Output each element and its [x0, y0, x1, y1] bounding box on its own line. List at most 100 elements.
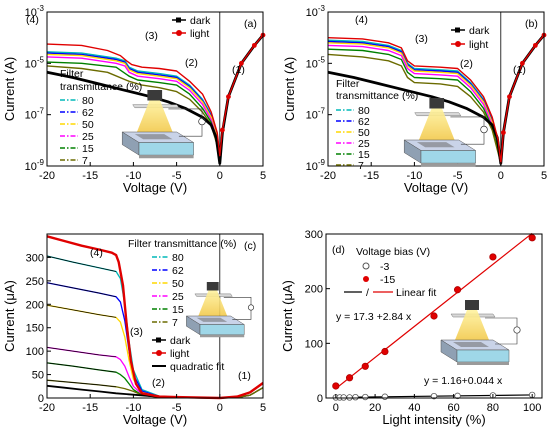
a-x-tick-label: 0 — [217, 170, 223, 182]
cnt-film — [416, 142, 455, 148]
c-quadratic-fit-15 — [46, 362, 117, 373]
panel-b-region-2: (2) — [460, 58, 473, 70]
d-point-bias-3 — [454, 392, 461, 400]
c-series-25 — [46, 346, 264, 399]
legend-filter-label-80: 80 — [358, 105, 370, 117]
circuit-wire — [495, 333, 518, 345]
light-beam — [455, 310, 489, 340]
c-x-tick-label: -20 — [39, 402, 55, 414]
legend-fit-label: Linear fit — [396, 287, 436, 299]
panel-d-label: (d) — [332, 244, 345, 256]
bottom-contact — [139, 155, 194, 159]
c-x-tick-label: -10 — [125, 402, 141, 414]
legend-filter-label-15: 15 — [172, 304, 184, 316]
chip-front-face — [138, 142, 194, 156]
b-light-point — [532, 42, 538, 48]
panel-a-ticks: -20 -15 -10 -5 0 5 10-9 10-7 10-5 10-3 — [25, 4, 266, 182]
d-point-bias-3 — [346, 394, 353, 401]
legend-dark-marker — [455, 27, 460, 33]
d-y-tick-label: 0 — [317, 393, 323, 405]
ammeter-icon — [480, 125, 488, 134]
panel-a: -20 -15 -10 -5 0 5 10-9 10-7 10-5 10-3 Voltage (V… — [2, 4, 266, 195]
legend-bias-minus15-marker — [363, 276, 369, 282]
c-y-tick-label: 100 — [26, 346, 44, 358]
circuit-wire — [168, 108, 203, 118]
panel-c-region-3: (3) — [130, 326, 143, 338]
a-light-point — [251, 42, 257, 48]
cnt-film — [134, 134, 173, 140]
panel-c-x-axis-label: Voltage (V) — [123, 412, 187, 427]
legend-filter-label-7: 7 — [358, 160, 364, 172]
lamp-icon — [206, 282, 219, 291]
d-x-tick-label: 40 — [408, 402, 420, 414]
panel-a-region-3: (3) — [145, 30, 158, 42]
legend-filter-label-25: 25 — [172, 291, 184, 303]
circuit-wire — [450, 116, 485, 126]
chip-front-face — [456, 349, 510, 363]
panel-c-label: (c) — [244, 240, 256, 252]
a-y-tick-label: 10-5 — [25, 55, 45, 70]
light-beam — [136, 100, 173, 132]
panel-d-device-schematic — [440, 300, 521, 365]
panel-a-region-4: (4) — [26, 14, 39, 26]
panel-a-region-1: (1) — [232, 64, 245, 76]
panel-b-y-axis-label: Current (A) — [282, 57, 297, 121]
a-x-tick-label: -15 — [82, 170, 98, 182]
panel-b-device-schematic — [403, 98, 488, 167]
panel-d-fit-annotation-red: y = 17.3 +2.84 x — [336, 311, 412, 323]
legend-filter-label-62: 62 — [82, 107, 94, 119]
b-y-tick-label: 10-5 — [306, 55, 326, 70]
b-light-point — [520, 60, 525, 66]
panel-b-region-4: (4) — [355, 14, 368, 26]
c-y-tick-label: 0 — [38, 393, 44, 405]
panel-d-frame — [325, 233, 543, 399]
b-x-tick-label: -15 — [363, 170, 379, 182]
c-y-tick-label: 250 — [26, 276, 44, 288]
c-x-tick-label: -5 — [172, 402, 182, 414]
panel-c-frame — [46, 233, 264, 399]
cnt-film — [453, 342, 489, 347]
legend-dark-marker — [176, 17, 181, 23]
lamp-icon — [429, 98, 445, 109]
legend-light-marker — [176, 30, 182, 36]
legend-filter-label-15: 15 — [82, 143, 94, 155]
legend-filter-label-80: 80 — [82, 95, 94, 107]
d-point-bias-3 — [381, 393, 389, 400]
legend-filter-title: Filter — [336, 78, 360, 90]
b-x-tick-label: -20 — [320, 170, 336, 182]
b-x-tick-label: -5 — [453, 170, 463, 182]
panel-c-region-1: (1) — [238, 370, 251, 382]
ammeter-icon — [247, 304, 255, 311]
ammeter-icon — [513, 326, 521, 334]
circuit-wire — [178, 125, 203, 137]
panel-a-label: (a) — [244, 18, 257, 30]
legend-light-marker — [156, 350, 162, 356]
b-light-point — [507, 94, 512, 100]
panel-b-series-group — [327, 12, 547, 166]
panel-a-device-schematic — [121, 90, 206, 159]
circuit-wire — [223, 296, 252, 305]
light-beam — [418, 108, 455, 140]
legend-filter-title: Filter transmittance (%) — [128, 238, 237, 250]
circuit-wire — [485, 317, 518, 327]
c-y-tick-label: 150 — [26, 323, 44, 335]
b-x-tick-label: 5 — [541, 170, 547, 182]
d-x-tick-label: 0 — [333, 402, 339, 414]
ammeter-icon — [198, 117, 206, 126]
panel-d-fit-annotation-black: y = 1.16+0.044 x — [424, 375, 503, 387]
legend-filter-label-15: 15 — [358, 149, 370, 161]
circuit-wire — [232, 310, 252, 320]
panel-a-region-2: (2) — [185, 57, 198, 69]
a-y-tick-label: 10-3 — [25, 4, 45, 19]
b-y-tick-label: 10-3 — [306, 4, 326, 19]
a-y-tick-label: 10-9 — [25, 158, 45, 173]
a-light-point — [226, 94, 231, 100]
legend-filter-label-25: 25 — [358, 138, 370, 150]
c-x-tick-label: 5 — [260, 402, 266, 414]
